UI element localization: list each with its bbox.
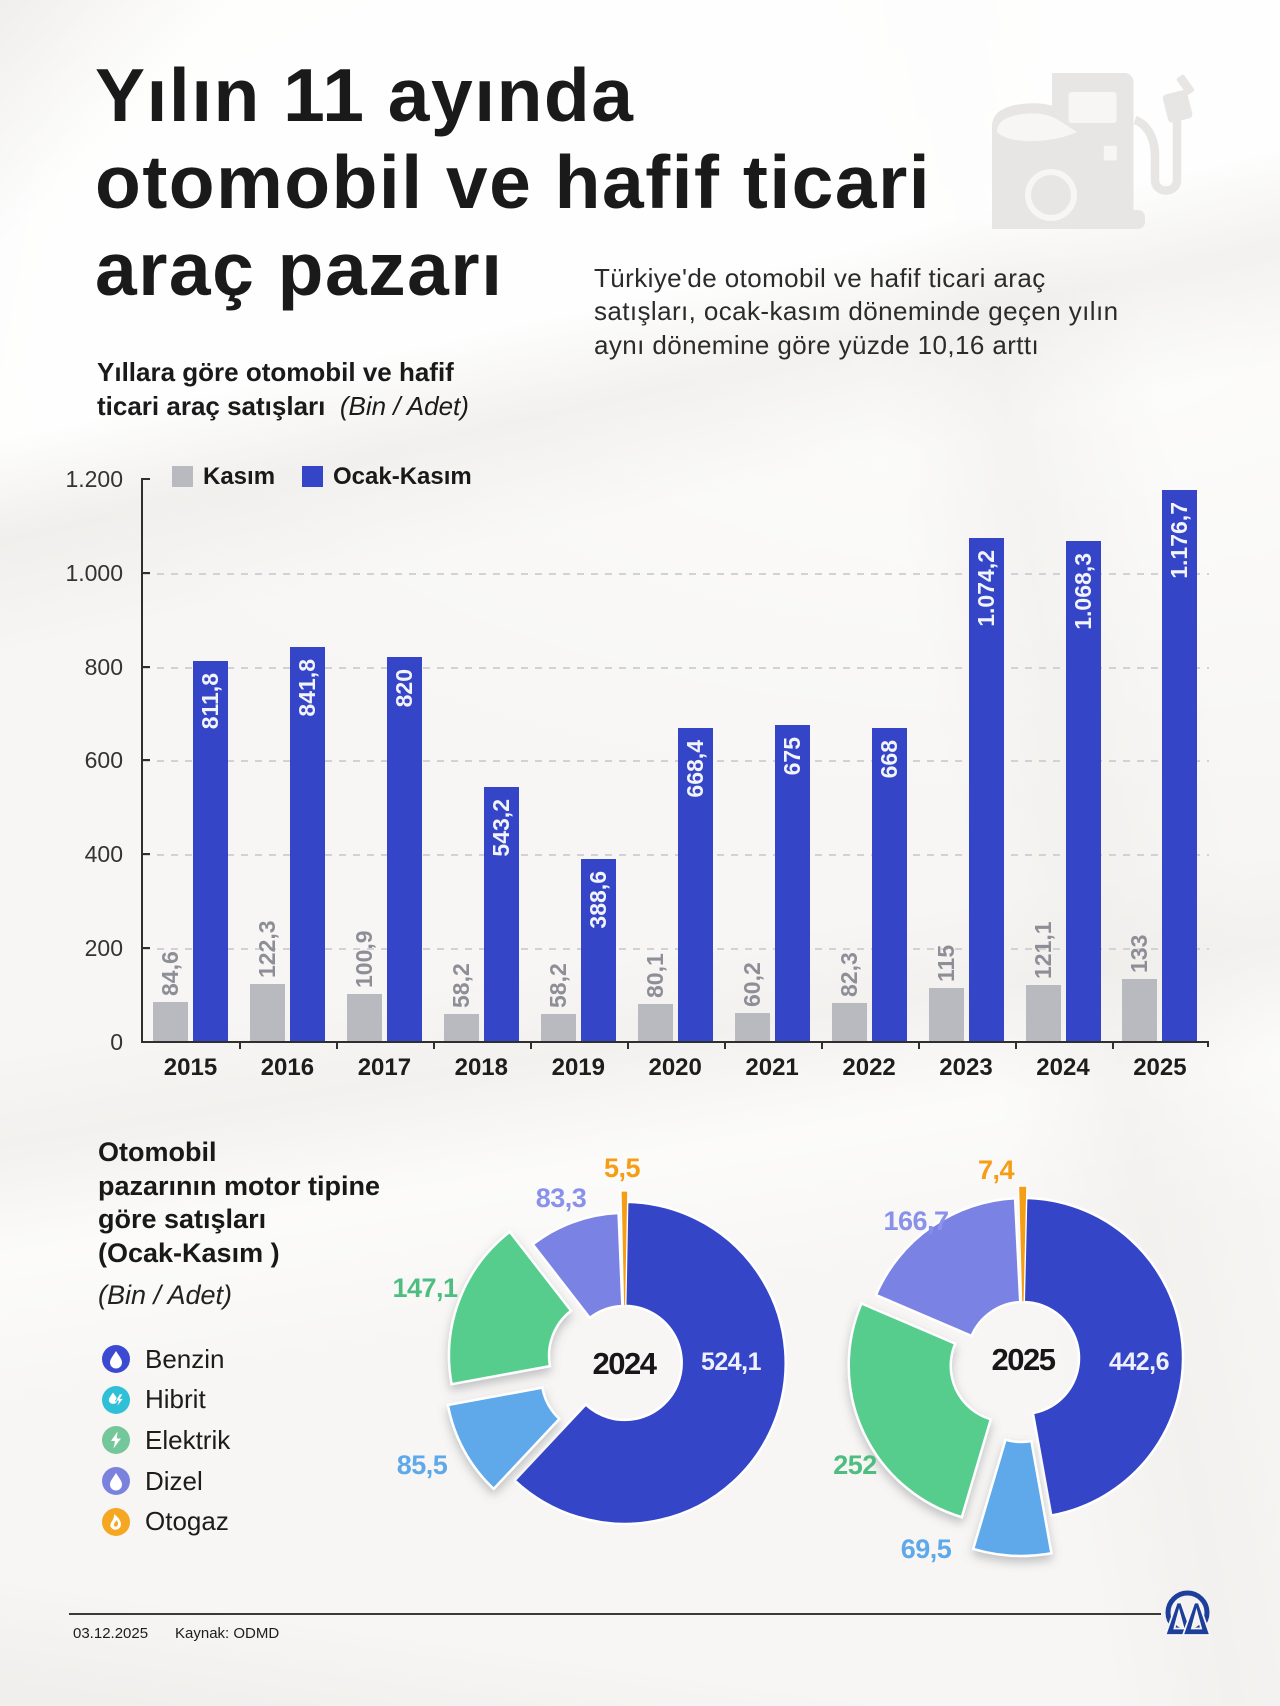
svg-text:5,5: 5,5	[604, 1153, 641, 1183]
svg-text:2024: 2024	[593, 1346, 658, 1381]
svg-text:442,6: 442,6	[1109, 1348, 1169, 1376]
svg-text:252: 252	[833, 1450, 877, 1480]
svg-text:83,3: 83,3	[536, 1183, 587, 1213]
svg-text:166,7: 166,7	[883, 1206, 948, 1236]
svg-text:7,4: 7,4	[978, 1155, 1015, 1185]
svg-text:69,5: 69,5	[901, 1534, 952, 1564]
svg-text:147,1: 147,1	[392, 1273, 458, 1303]
svg-text:85,5: 85,5	[397, 1450, 448, 1480]
svg-text:2025: 2025	[992, 1342, 1056, 1377]
svg-text:524,1: 524,1	[701, 1348, 762, 1376]
